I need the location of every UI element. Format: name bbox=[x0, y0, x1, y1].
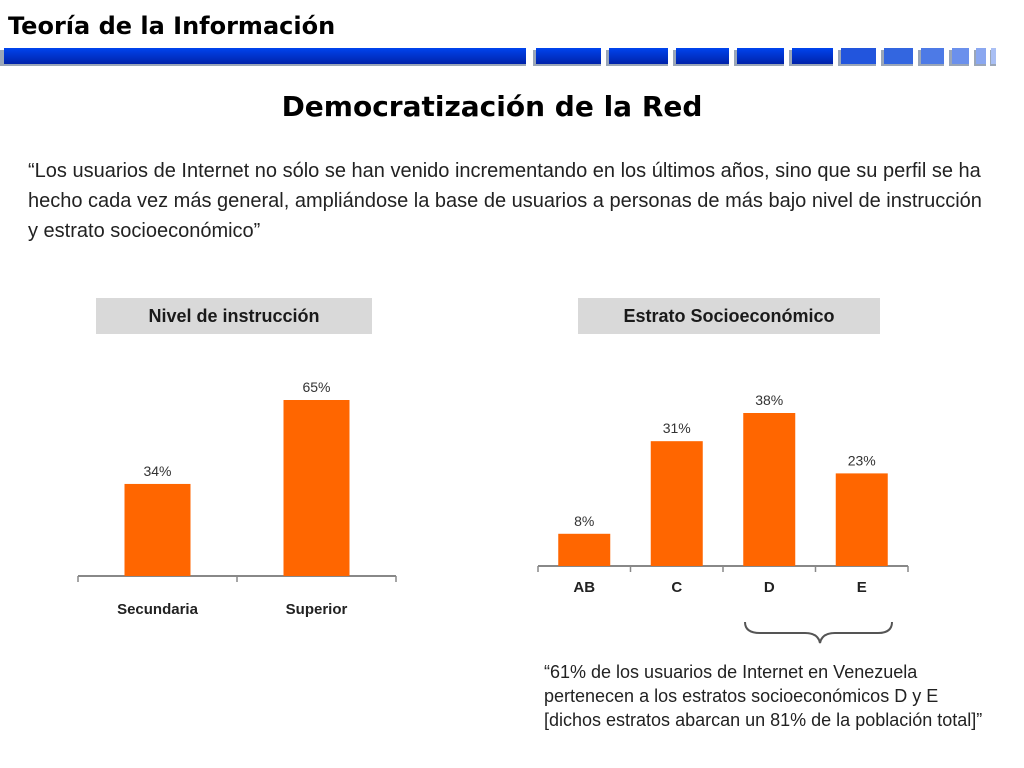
category-label-e: E bbox=[857, 579, 867, 596]
bar-secundaria bbox=[124, 483, 191, 576]
category-label-c: C bbox=[671, 579, 682, 596]
chart-title-nivel-instruccion: Nivel de instrucción bbox=[96, 298, 372, 334]
data-label-c: 31% bbox=[663, 420, 691, 436]
bar-e bbox=[835, 473, 888, 566]
category-label-ab: AB bbox=[573, 579, 595, 596]
category-label-superior: Superior bbox=[286, 601, 348, 618]
bar-ab bbox=[558, 533, 611, 566]
data-label-superior: 65% bbox=[302, 379, 330, 395]
category-label-secundaria: Secundaria bbox=[117, 601, 199, 618]
data-label-d: 38% bbox=[755, 392, 783, 408]
bar-superior bbox=[283, 400, 350, 576]
data-label-e: 23% bbox=[848, 452, 876, 468]
bar-d bbox=[743, 413, 796, 566]
bottom-quote: “61% de los usuarios de Internet en Vene… bbox=[544, 662, 983, 730]
category-label-d: D bbox=[764, 579, 775, 596]
slide-title: Democratización de la Red bbox=[281, 90, 703, 123]
intro-quote: “Los usuarios de Internet no sólo se han… bbox=[28, 160, 982, 242]
header-title: Teoría de la Información bbox=[8, 12, 336, 40]
data-label-ab: 8% bbox=[574, 513, 594, 529]
chart-title-estrato-socioeconomico: Estrato Socioeconómico bbox=[578, 298, 880, 334]
header-decor-bar bbox=[0, 48, 996, 66]
bar-c bbox=[650, 441, 703, 566]
data-label-secundaria: 34% bbox=[143, 463, 171, 479]
